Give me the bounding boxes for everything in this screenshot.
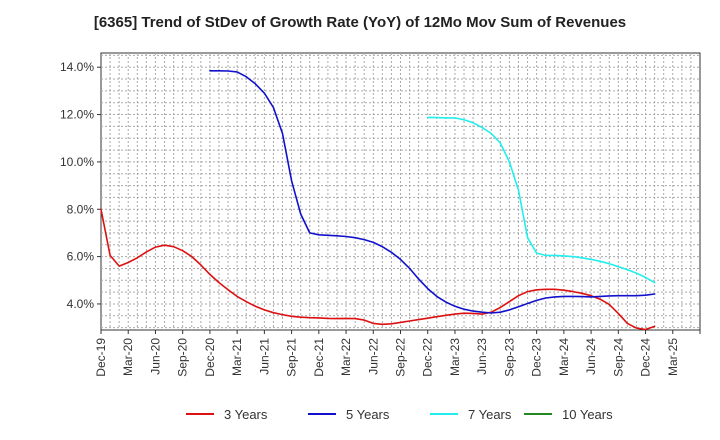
legend: 3 Years 5 Years 7 Years 10 Years	[186, 407, 613, 422]
plot-frame	[100, 52, 701, 331]
x-tick-label: Dec-21	[312, 338, 326, 377]
series-line-5-years	[209, 70, 656, 314]
y-tick-label: 12.0%	[60, 108, 94, 122]
x-tick-label: Jun-23	[475, 338, 489, 375]
x-tick-label: Mar-22	[339, 338, 353, 376]
series-line-7-years	[426, 116, 656, 284]
x-tick-label: Jun-20	[148, 338, 162, 375]
x-tick-label: Mar-25	[666, 338, 680, 376]
x-tick-label: Sep-20	[176, 338, 190, 377]
legend-label: 10 Years	[562, 407, 613, 422]
legend-label: 7 Years	[468, 407, 512, 422]
y-tick-label: 14.0%	[60, 60, 94, 74]
y-tick-label: 4.0%	[67, 297, 95, 311]
y-tick-label: 6.0%	[67, 250, 95, 264]
series-lines	[100, 70, 656, 331]
legend-label: 3 Years	[224, 407, 268, 422]
x-tick-label: Dec-20	[203, 338, 217, 377]
x-tick-label: Jun-22	[366, 338, 380, 375]
x-tick-label: Dec-24	[639, 338, 653, 377]
x-tick-label: Mar-20	[121, 338, 135, 376]
x-tick-label: Jun-21	[257, 338, 271, 375]
x-tick-label: Sep-21	[285, 338, 299, 377]
x-tick-label: Dec-23	[530, 338, 544, 377]
chart-title: [6365] Trend of StDev of Growth Rate (Yo…	[93, 14, 627, 31]
x-tick-label: Dec-22	[421, 338, 435, 377]
x-tick-label: Mar-24	[557, 338, 571, 376]
x-tick-label: Mar-23	[448, 338, 462, 376]
x-tick-label: Mar-21	[230, 338, 244, 376]
x-tick-label: Sep-23	[502, 338, 516, 377]
x-tick-label: Sep-22	[394, 338, 408, 377]
y-tick-label: 10.0%	[60, 155, 94, 169]
x-tick-label: Dec-19	[94, 338, 108, 377]
y-axis: 4.0% 6.0% 8.0% 10.0% 12.0% 14.0%	[60, 60, 101, 311]
x-axis: Dec-19 Mar-20 Jun-20 Sep-20 Dec-20 Mar-21 Jun-…	[94, 330, 701, 377]
y-tick-label: 8.0%	[67, 202, 95, 216]
series-line-3-years	[100, 208, 656, 331]
x-tick-label: Sep-24	[611, 338, 625, 377]
x-tick-label: Jun-24	[584, 338, 598, 375]
legend-label: 5 Years	[346, 407, 390, 422]
